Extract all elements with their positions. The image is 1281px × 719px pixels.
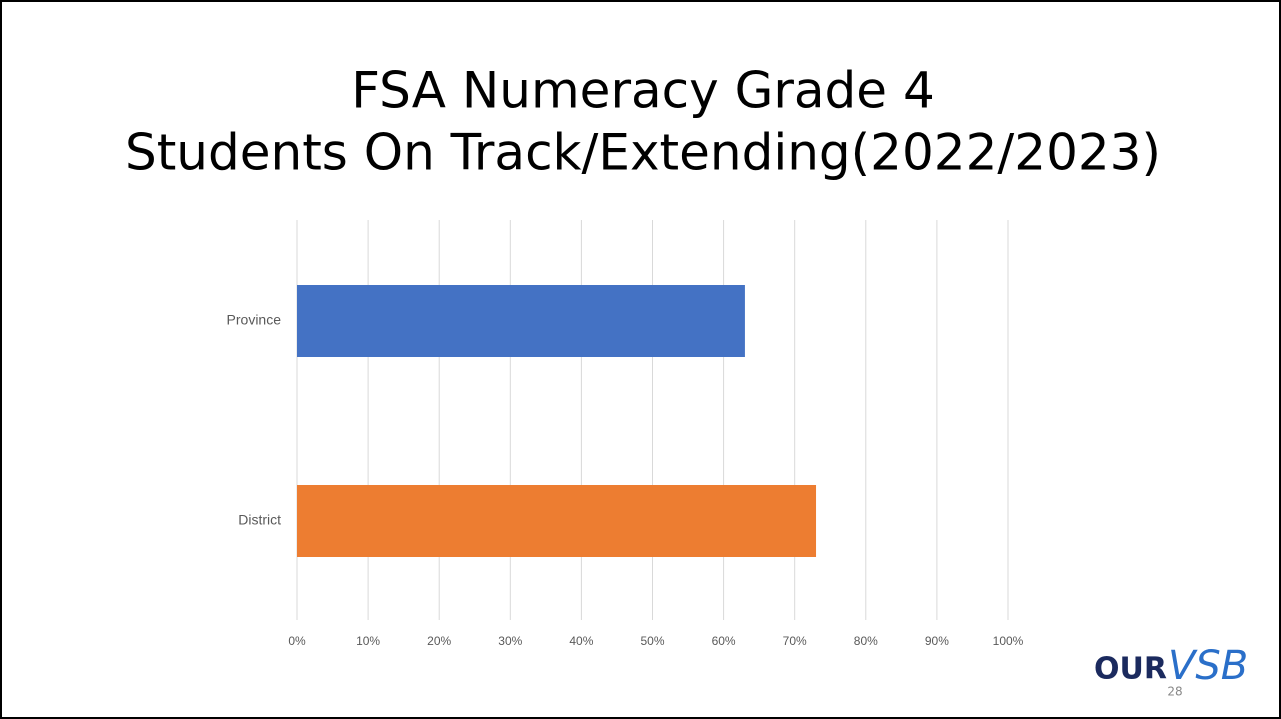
x-tick-label: 40% (569, 634, 593, 648)
x-tick-label: 80% (854, 634, 878, 648)
x-tick-label: 60% (712, 634, 736, 648)
x-tick-label: 70% (783, 634, 807, 648)
bar (297, 285, 745, 357)
chart-title: Students On Track/Extending(2022/2023) (125, 124, 1161, 182)
x-tick-label: 50% (640, 634, 664, 648)
x-tick-label: 20% (427, 634, 451, 648)
chart-title: FSA Numeracy Grade 4 (351, 62, 935, 120)
x-tick-label: 30% (498, 634, 522, 648)
x-tick-label: 0% (288, 634, 306, 648)
bar (297, 485, 817, 557)
y-tick-label: District (238, 512, 281, 528)
logo-text: VSB (1168, 643, 1248, 689)
page-number: 28 (1167, 685, 1182, 699)
x-tick-label: 90% (925, 634, 949, 648)
logo-text: OUR (1094, 652, 1167, 687)
x-tick-label: 100% (993, 634, 1024, 648)
y-tick-label: Province (227, 312, 282, 328)
x-tick-label: 10% (356, 634, 380, 648)
plot: 0% 10% 20% 30% 40% 50% 60% 70% 80% 90% 100% Provinc… (227, 220, 1024, 648)
